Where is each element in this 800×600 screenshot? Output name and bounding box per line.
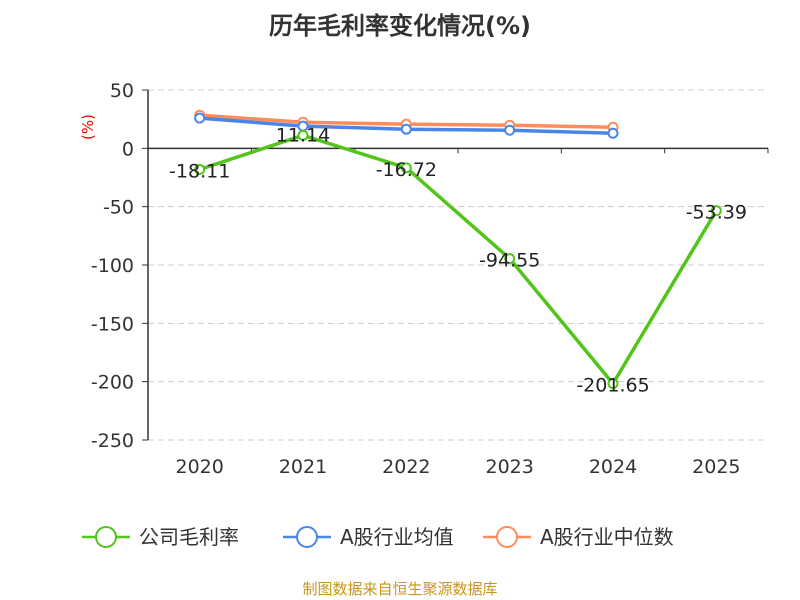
legend-label: A股行业均值: [340, 525, 454, 549]
chart-title: 历年毛利率变化情况(%): [269, 12, 531, 40]
y-tick-label: -200: [91, 372, 134, 394]
x-tick-label: 2020: [175, 456, 223, 478]
data-point: [194, 112, 206, 124]
x-tick-label: 2023: [485, 456, 533, 478]
legend-marker: [95, 526, 117, 548]
y-tick-label: -250: [91, 430, 134, 452]
x-tick-label: 2024: [589, 456, 637, 478]
x-tick-label: 2021: [279, 456, 327, 478]
data-label: -16.72: [376, 159, 437, 181]
data-label: -201.65: [576, 375, 649, 397]
y-tick-label: -100: [91, 255, 134, 277]
legend-marker: [496, 526, 518, 548]
data-point: [504, 253, 516, 265]
data-point: [400, 123, 412, 135]
x-tick-label: 2025: [692, 456, 740, 478]
data-point: [194, 163, 206, 175]
legend-label: 公司毛利率: [139, 525, 239, 549]
data-point: [607, 378, 619, 390]
y-axis-label: (%): [79, 114, 97, 140]
legend-label: A股行业中位数: [540, 525, 674, 549]
data-point: [607, 127, 619, 139]
data-label: -94.55: [479, 250, 540, 272]
y-tick-label: -150: [91, 313, 134, 335]
series-line-0: [199, 133, 718, 387]
data-label: 11.14: [276, 124, 330, 146]
y-tick-label: 0: [122, 138, 134, 160]
x-tick-label: 2022: [382, 456, 430, 478]
data-point: [504, 124, 516, 136]
legend-marker: [296, 526, 318, 548]
data-point: [297, 129, 309, 141]
data-label: -18.11: [169, 160, 230, 182]
data-point: [400, 162, 412, 174]
y-tick-label: -50: [103, 197, 134, 219]
data-label: -53.39: [686, 202, 747, 224]
y-tick-label: 50: [110, 80, 134, 102]
data-point: [710, 205, 722, 217]
source-note: 制图数据来自恒生聚源数据库: [302, 580, 498, 598]
